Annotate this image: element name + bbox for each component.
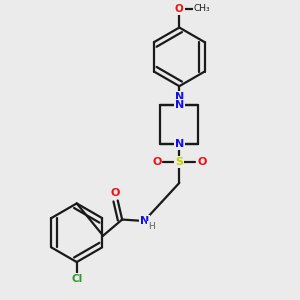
Text: N: N [175, 139, 184, 149]
Text: N: N [140, 216, 149, 226]
Text: CH₃: CH₃ [194, 4, 210, 13]
Text: N: N [175, 92, 184, 102]
Text: O: O [175, 4, 184, 14]
Text: O: O [152, 158, 161, 167]
Text: S: S [175, 158, 183, 167]
Text: O: O [197, 158, 207, 167]
Text: N: N [175, 100, 184, 110]
Text: H: H [148, 222, 155, 231]
Text: O: O [110, 188, 119, 198]
Text: Cl: Cl [71, 274, 82, 284]
